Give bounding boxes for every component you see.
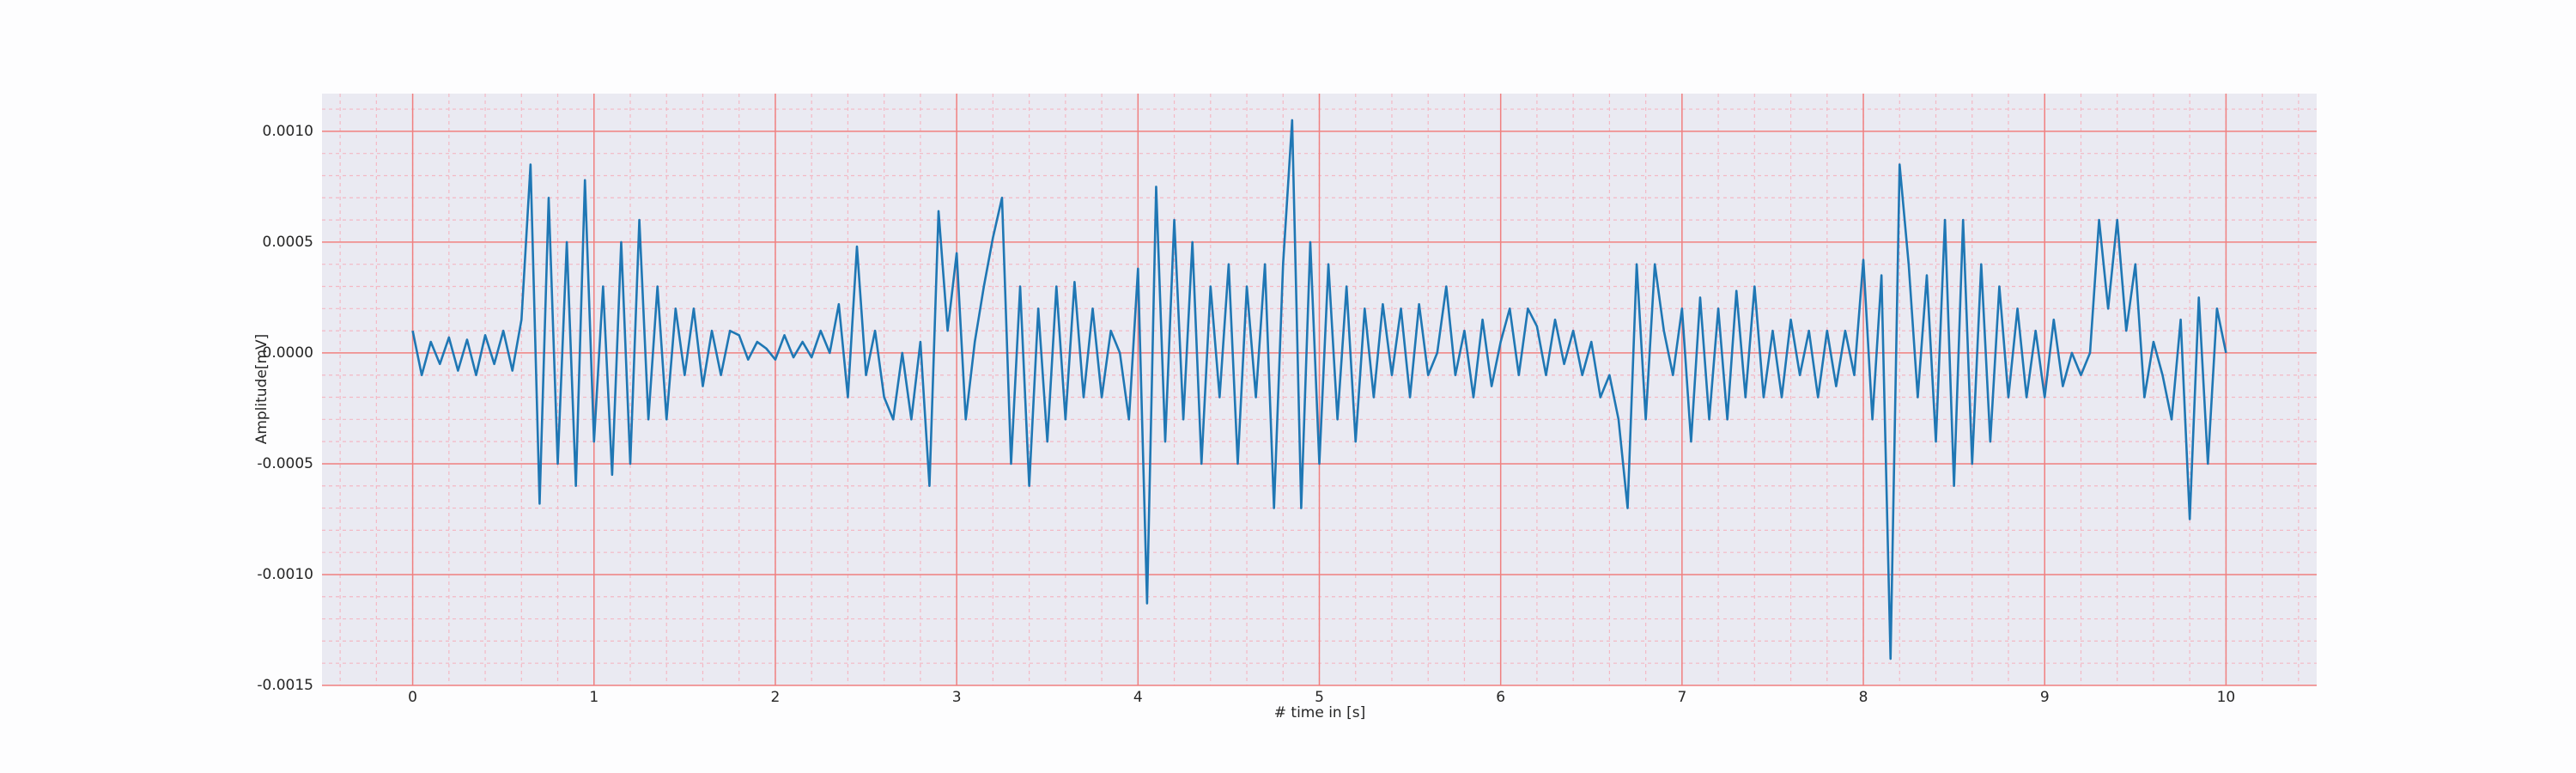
x-axis-label: # time in [s] bbox=[1274, 704, 1365, 721]
x-tick-label: 8 bbox=[1859, 689, 1868, 706]
signal-line bbox=[411, 119, 2227, 660]
x-tick-label: 10 bbox=[2217, 689, 2236, 706]
x-tick-label: 5 bbox=[1315, 689, 1324, 706]
y-tick-label: 0.0000 bbox=[263, 344, 313, 362]
y-tick-label: -0.0005 bbox=[257, 455, 313, 472]
x-tick-label: 2 bbox=[771, 689, 781, 706]
y-tick-label: -0.0010 bbox=[257, 566, 313, 583]
x-tick-label: 6 bbox=[1496, 689, 1505, 706]
y-axis-label: Amplitude[mV] bbox=[253, 334, 270, 445]
x-tick-label: 3 bbox=[952, 689, 962, 706]
x-tick-label: 9 bbox=[2040, 689, 2050, 706]
x-tick-label: 1 bbox=[589, 689, 598, 706]
x-tick-label: 0 bbox=[408, 689, 417, 706]
y-tick-label: 0.0005 bbox=[263, 234, 313, 251]
y-tick-label: 0.0010 bbox=[263, 123, 313, 140]
y-tick-label: -0.0015 bbox=[257, 677, 313, 694]
x-tick-label: 7 bbox=[1677, 689, 1686, 706]
x-tick-label: 4 bbox=[1133, 689, 1143, 706]
lines bbox=[411, 119, 2227, 660]
